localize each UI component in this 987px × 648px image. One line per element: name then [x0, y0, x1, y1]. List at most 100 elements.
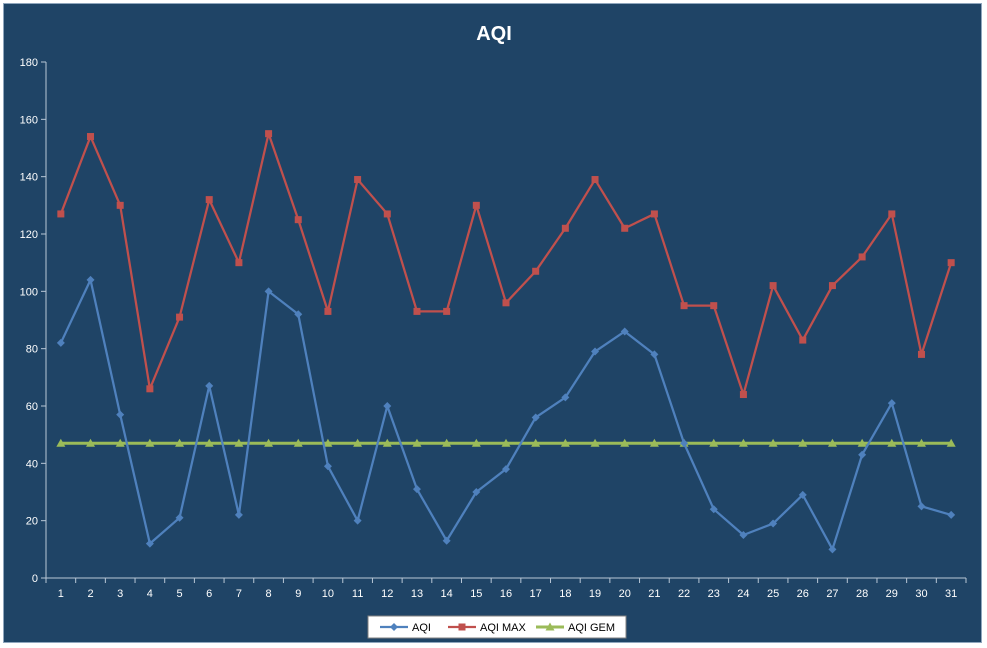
x-tick-label: 9 — [295, 588, 301, 600]
data-point-aqi — [858, 450, 867, 459]
data-point-aqi-gem — [86, 438, 96, 447]
data-point-aqi-gem — [293, 438, 303, 447]
data-point-aqi-max — [443, 307, 451, 315]
data-point-aqi-gem — [204, 438, 214, 447]
data-point-aqi — [383, 402, 392, 410]
data-point-aqi-max — [116, 201, 124, 209]
legend-label: AQI — [412, 622, 431, 634]
y-tick-label: 40 — [26, 458, 38, 470]
x-tick-label: 22 — [678, 588, 690, 600]
data-point-aqi — [591, 347, 600, 356]
data-point-aqi — [353, 516, 362, 525]
legend-label: AQI GEM — [568, 622, 615, 634]
data-point-aqi-max — [858, 253, 866, 261]
series-aqi-gem — [56, 438, 956, 447]
data-point-aqi-max — [947, 259, 955, 267]
data-point-aqi — [264, 287, 273, 296]
data-point-aqi — [442, 536, 451, 545]
data-point-aqi — [739, 531, 748, 539]
data-point-aqi-gem — [412, 438, 422, 447]
x-tick-label: 30 — [915, 588, 927, 600]
data-point-aqi — [175, 513, 184, 522]
data-point-aqi — [502, 465, 510, 474]
series-aqi-max — [57, 130, 955, 399]
x-tick-label: 4 — [147, 588, 153, 600]
x-tick-label: 18 — [559, 588, 571, 600]
series-layer — [56, 130, 956, 554]
data-point-aqi-gem — [857, 438, 867, 447]
chart-title: AQI — [476, 23, 512, 45]
series-aqi — [56, 275, 956, 554]
legend-swatch-marker — [390, 623, 398, 631]
legend: AQI AQI MAX AQI GEM — [367, 615, 627, 639]
data-point-aqi-max — [146, 385, 154, 393]
x-tick-label: 28 — [856, 588, 868, 600]
data-point-aqi — [472, 488, 481, 496]
data-point-aqi-gem — [56, 438, 66, 447]
x-tick-label: 27 — [826, 588, 838, 600]
data-point-aqi-max — [87, 133, 95, 141]
x-tick-label: 15 — [470, 588, 482, 600]
data-point-aqi-gem — [887, 438, 897, 447]
data-point-aqi-max — [739, 391, 747, 399]
data-point-aqi-max — [472, 201, 480, 209]
data-point-aqi-max — [710, 302, 718, 310]
data-point-aqi — [828, 545, 837, 554]
data-point-aqi — [709, 505, 718, 514]
y-tick-label: 80 — [26, 344, 38, 356]
data-point-aqi-max — [561, 224, 569, 232]
y-tick-label: 100 — [20, 286, 38, 298]
x-tick-label: 31 — [945, 588, 957, 600]
y-tick-label: 180 — [20, 57, 38, 69]
legend-swatch-marker — [458, 623, 466, 631]
data-point-aqi-gem — [471, 438, 481, 447]
y-tick-label: 140 — [20, 172, 38, 184]
x-tick-label: 2 — [87, 588, 93, 600]
legend-swatch-marker — [545, 622, 555, 631]
data-point-aqi-gem — [620, 438, 630, 447]
data-point-aqi-gem — [175, 438, 185, 447]
data-point-aqi-max — [176, 313, 184, 321]
y-tick-label: 160 — [20, 114, 38, 126]
data-point-aqi — [561, 393, 570, 402]
legend-item-aqi: AQI — [380, 622, 431, 634]
data-point-aqi-max — [621, 224, 629, 232]
legend-item-aqi-gem: AQI GEM — [536, 622, 615, 634]
data-point-aqi-max — [354, 176, 362, 184]
data-point-aqi-max — [650, 210, 658, 218]
data-point-aqi-gem — [768, 438, 778, 447]
data-point-aqi-max — [324, 307, 332, 315]
data-point-aqi-max — [888, 210, 896, 218]
x-tick-label: 17 — [530, 588, 542, 600]
x-tick-label: 16 — [500, 588, 512, 600]
data-point-aqi-gem — [709, 438, 719, 447]
x-tick-label: 13 — [411, 588, 423, 600]
data-point-aqi — [116, 410, 125, 419]
data-point-aqi-gem — [916, 438, 926, 447]
y-tick-label: 120 — [20, 229, 38, 241]
data-point-aqi-gem — [590, 438, 600, 447]
data-point-aqi-max — [383, 210, 391, 218]
data-point-aqi — [680, 439, 689, 448]
y-tick-label: 20 — [26, 516, 38, 528]
data-point-aqi-gem — [382, 438, 392, 447]
x-tick-label: 3 — [117, 588, 123, 600]
data-point-aqi-max — [680, 302, 688, 310]
data-point-aqi-max — [828, 282, 836, 290]
data-point-aqi-gem — [323, 438, 333, 447]
x-tick-label: 1 — [58, 588, 64, 600]
data-point-aqi-max — [294, 216, 302, 224]
data-point-aqi-gem — [946, 438, 956, 447]
x-tick-label: 26 — [797, 588, 809, 600]
data-point-aqi — [294, 310, 303, 319]
legend-item-aqi-max: AQI MAX — [448, 622, 527, 634]
x-tick-label: 10 — [322, 588, 334, 600]
data-point-aqi-gem — [798, 438, 808, 447]
x-tick-label: 11 — [352, 588, 363, 600]
data-point-aqi-gem — [738, 438, 748, 447]
data-point-aqi-gem — [115, 438, 125, 447]
data-point-aqi-max — [265, 130, 273, 138]
data-point-aqi — [917, 502, 926, 511]
data-point-aqi-gem — [353, 438, 363, 447]
